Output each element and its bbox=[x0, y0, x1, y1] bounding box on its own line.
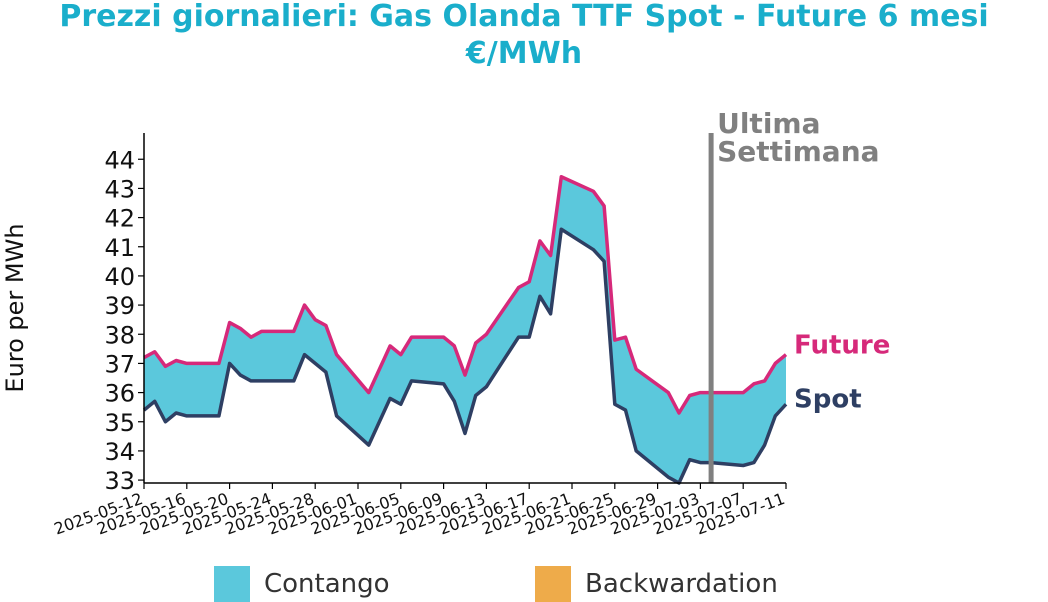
contango-label: Contango bbox=[264, 569, 390, 599]
chart-title: Prezzi giornalieri: Gas Olanda TTF Spot … bbox=[59, 0, 989, 34]
backwardation-swatch bbox=[535, 566, 571, 602]
marker-label-line1: Ultima bbox=[717, 107, 820, 140]
y-tick-label: 33 bbox=[104, 467, 135, 495]
y-tick-label: 37 bbox=[104, 350, 135, 378]
backwardation-label: Backwardation bbox=[585, 569, 778, 599]
y-tick-label: 38 bbox=[104, 321, 135, 349]
future-series-label: Future bbox=[794, 331, 890, 361]
contango-area-layer bbox=[144, 176, 786, 483]
y-tick-label: 44 bbox=[104, 146, 135, 174]
y-tick-label: 36 bbox=[104, 380, 135, 408]
y-tick-label: 34 bbox=[104, 438, 135, 466]
y-tick-label: 39 bbox=[104, 292, 135, 320]
y-tick-label: 42 bbox=[104, 205, 135, 233]
spot-series-label: Spot bbox=[794, 384, 862, 414]
legend-contango: Contango bbox=[214, 566, 390, 602]
series-lines: Future Spot bbox=[142, 175, 890, 485]
future-line bbox=[143, 175, 788, 415]
contango-swatch bbox=[214, 566, 250, 602]
spot-line bbox=[142, 227, 788, 485]
contango-area bbox=[144, 176, 786, 483]
chart-subtitle: €/MWh bbox=[465, 36, 583, 71]
y-tick-label: 43 bbox=[104, 175, 135, 203]
marker-label-line2: Settimana bbox=[717, 135, 879, 168]
legend-backwardation: Backwardation bbox=[535, 566, 778, 602]
y-tick-label: 35 bbox=[104, 409, 135, 437]
y-tick-label: 40 bbox=[104, 263, 135, 291]
y-tick-label: 41 bbox=[104, 234, 135, 262]
